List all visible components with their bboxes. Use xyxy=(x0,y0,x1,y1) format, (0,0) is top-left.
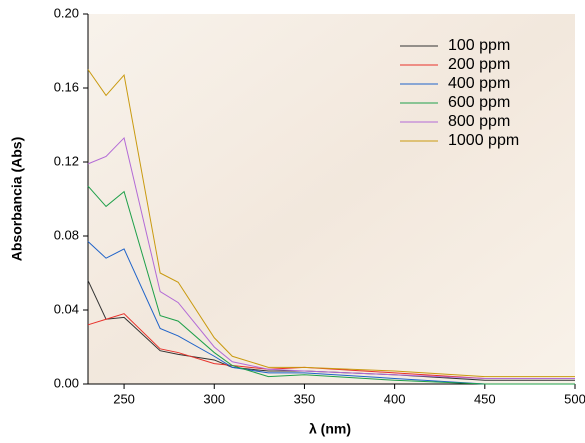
data-line xyxy=(87,69,575,378)
plot-background xyxy=(88,14,575,384)
x-tick-label: 450 xyxy=(474,391,496,406)
legend-label: 1000 ppm xyxy=(448,132,519,149)
x-tick-label: 400 xyxy=(384,391,406,406)
legend-label: 800 ppm xyxy=(448,113,510,130)
y-tick-label: 0.12 xyxy=(54,153,79,168)
data-line xyxy=(87,313,575,379)
data-line xyxy=(87,185,575,385)
legend-label: 100 ppm xyxy=(448,37,510,54)
x-axis-label: λ (nm) xyxy=(309,421,351,437)
y-tick-label: 0.20 xyxy=(54,5,79,20)
legend-label: 600 ppm xyxy=(448,94,510,111)
x-tick-label: 350 xyxy=(294,391,316,406)
y-axis-label: Absorbancia (Abs) xyxy=(9,137,25,261)
x-tick-label: 300 xyxy=(203,391,225,406)
x-tick-label: 250 xyxy=(113,391,135,406)
y-tick-label: 0.04 xyxy=(54,301,79,316)
data-line xyxy=(87,136,575,379)
legend-label: 200 ppm xyxy=(448,56,510,73)
y-tick-label: 0.00 xyxy=(54,375,79,390)
x-tick-label: 500 xyxy=(564,391,585,406)
data-line xyxy=(87,241,575,385)
y-tick-label: 0.08 xyxy=(54,227,79,242)
legend-label: 400 ppm xyxy=(448,75,510,92)
y-tick-label: 0.16 xyxy=(54,79,79,94)
